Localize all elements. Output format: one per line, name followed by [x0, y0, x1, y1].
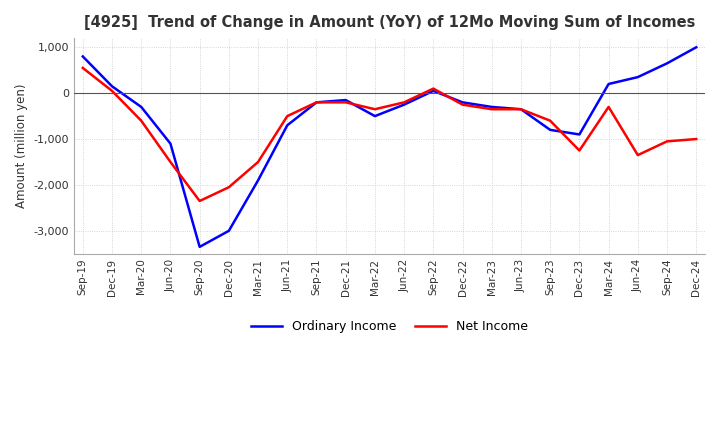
Ordinary Income: [166, 141, 175, 146]
Net Income: [458, 102, 467, 107]
Net Income: [575, 148, 584, 153]
Ordinary Income: [312, 100, 321, 105]
Net Income: [312, 100, 321, 105]
Ordinary Income: [517, 106, 526, 112]
Net Income: [634, 153, 642, 158]
Net Income: [78, 65, 87, 70]
Ordinary Income: [546, 127, 554, 132]
Net Income: [283, 114, 292, 119]
Net Income: [546, 118, 554, 123]
Ordinary Income: [634, 74, 642, 80]
Ordinary Income: [253, 178, 262, 183]
Ordinary Income: [78, 54, 87, 59]
Net Income: [487, 106, 496, 112]
Ordinary Income: [662, 61, 671, 66]
Ordinary Income: [429, 88, 438, 94]
Net Income: [108, 88, 117, 94]
Net Income: [429, 86, 438, 91]
Ordinary Income: [195, 244, 204, 249]
Net Income: [692, 136, 701, 142]
Ordinary Income: [575, 132, 584, 137]
Net Income: [341, 100, 350, 105]
Net Income: [225, 185, 233, 190]
Y-axis label: Amount (million yen): Amount (million yen): [15, 84, 28, 208]
Line: Net Income: Net Income: [83, 68, 696, 201]
Net Income: [604, 104, 613, 110]
Net Income: [517, 106, 526, 112]
Legend: Ordinary Income, Net Income: Ordinary Income, Net Income: [246, 315, 534, 338]
Ordinary Income: [400, 102, 408, 107]
Net Income: [253, 159, 262, 165]
Ordinary Income: [371, 114, 379, 119]
Ordinary Income: [137, 104, 145, 110]
Ordinary Income: [692, 44, 701, 50]
Line: Ordinary Income: Ordinary Income: [83, 47, 696, 247]
Ordinary Income: [458, 100, 467, 105]
Ordinary Income: [487, 104, 496, 110]
Ordinary Income: [604, 81, 613, 87]
Ordinary Income: [108, 84, 117, 89]
Title: [4925]  Trend of Change in Amount (YoY) of 12Mo Moving Sum of Incomes: [4925] Trend of Change in Amount (YoY) o…: [84, 15, 696, 30]
Net Income: [166, 159, 175, 165]
Ordinary Income: [283, 123, 292, 128]
Ordinary Income: [341, 97, 350, 103]
Net Income: [400, 100, 408, 105]
Net Income: [137, 118, 145, 123]
Net Income: [662, 139, 671, 144]
Net Income: [371, 106, 379, 112]
Ordinary Income: [225, 228, 233, 234]
Net Income: [195, 198, 204, 204]
